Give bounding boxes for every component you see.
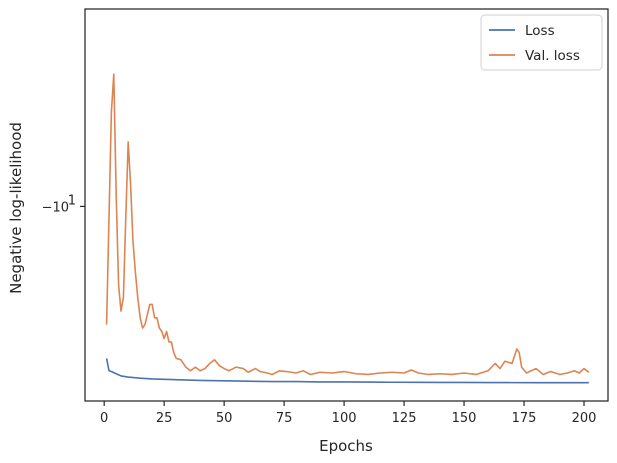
x-tick-label: 175: [512, 411, 537, 426]
y-axis: −101: [42, 193, 85, 215]
x-tick-label: 75: [276, 411, 293, 426]
series-line-loss: [105, 358, 589, 384]
y-axis-label: Negative log-likelihood: [7, 122, 25, 294]
series-layer: [105, 73, 590, 384]
x-axis-label: Epochs: [319, 437, 373, 455]
x-tick-label: 100: [332, 411, 357, 426]
series-line-val-loss: [105, 73, 590, 376]
y-tick-label: −10: [42, 200, 69, 215]
x-tick-label: 50: [216, 411, 233, 426]
y-tick-exponent: 1: [68, 193, 76, 208]
plot-frame: [84, 8, 609, 402]
x-tick-label: 200: [572, 411, 597, 426]
legend-box: [480, 14, 603, 71]
x-tick-label: 125: [392, 411, 417, 426]
x-tick-label: 150: [452, 411, 477, 426]
x-tick-label: 25: [156, 411, 173, 426]
legend: Loss Val. loss: [480, 14, 603, 71]
legend-label-val-loss: Val. loss: [525, 48, 580, 64]
legend-label-loss: Loss: [525, 23, 555, 39]
x-tick-label: 0: [100, 411, 108, 426]
x-axis: 0 25 50 75 100 125 150 175 200: [100, 401, 596, 426]
